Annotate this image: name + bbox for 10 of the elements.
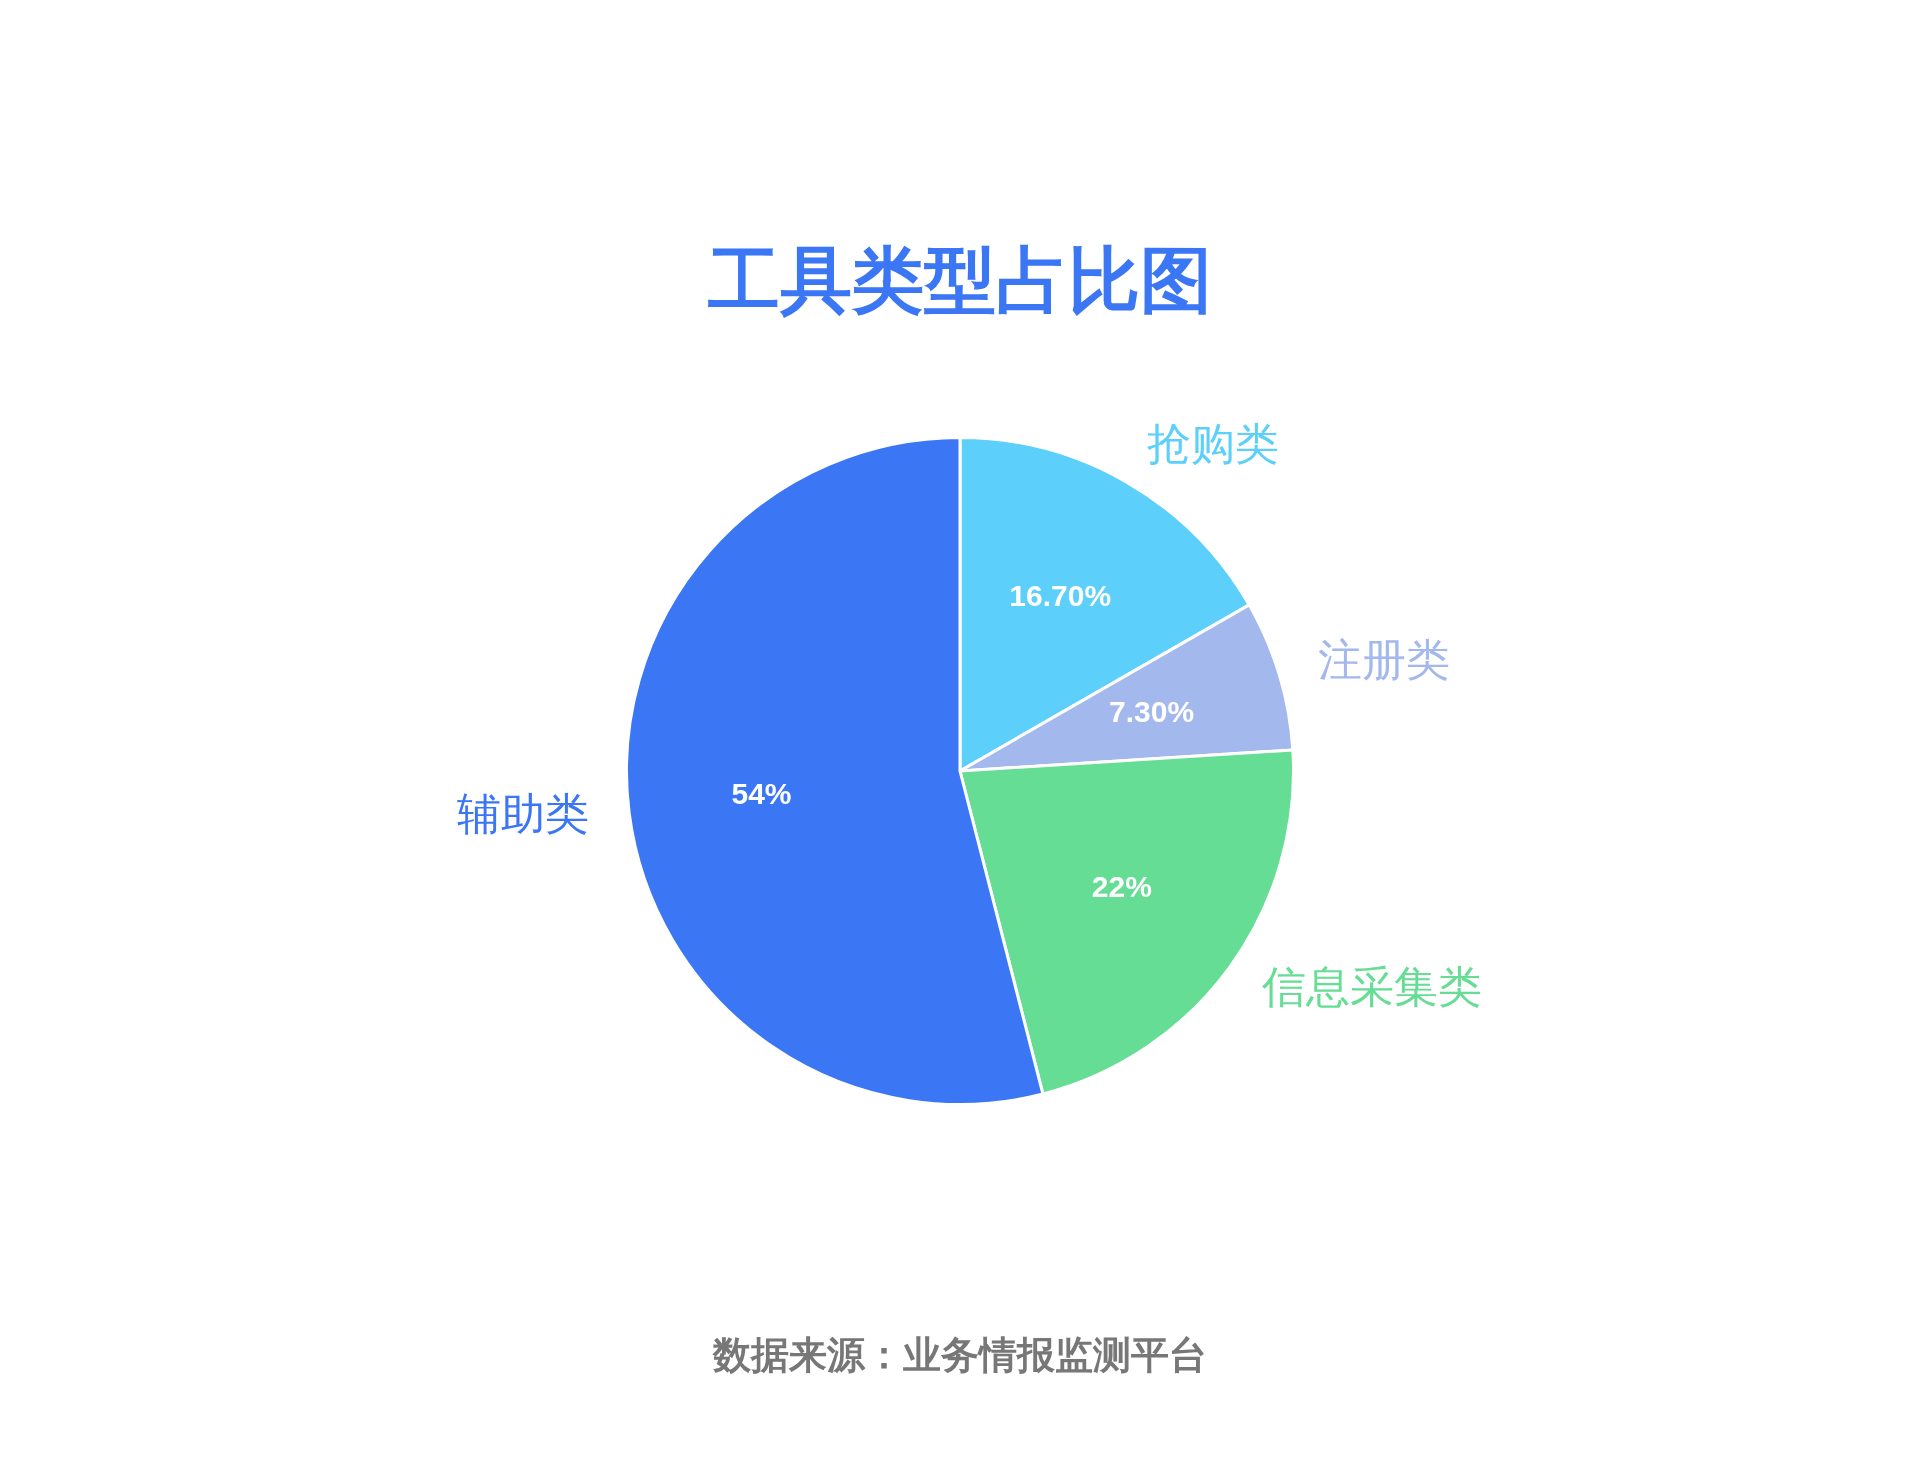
slice-label: 抢购类 (1147, 418, 1280, 470)
chart-title: 工具类型占比图 (707, 236, 1213, 324)
slice-label: 注册类 (1317, 633, 1450, 685)
source-note: 数据来源：业务情报监测平台 (711, 1331, 1208, 1379)
data-label: 7.30% (1109, 694, 1195, 728)
data-label: 22% (1091, 869, 1152, 903)
data-label: 16.70% (1009, 579, 1112, 613)
slice-label: 信息采集类 (1262, 960, 1483, 1012)
data-label: 54% (731, 777, 792, 811)
slice-label: 辅助类 (457, 788, 590, 840)
